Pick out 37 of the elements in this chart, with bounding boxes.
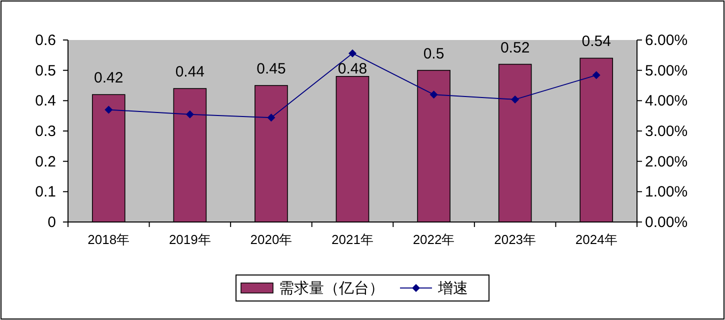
x-tick-label: 2024年: [575, 232, 618, 247]
y-tick-label: 0.1: [35, 184, 56, 201]
x-tick-label: 2021年: [332, 232, 374, 247]
point: [430, 90, 438, 99]
y2-tick-label: 4.00%: [645, 92, 688, 110]
y2-tick-label: 3.00%: [645, 123, 688, 140]
data-label: 0.5: [423, 45, 444, 62]
y-tick-label: 0.6: [35, 32, 56, 49]
data-label: 0.42: [94, 70, 124, 87]
y2-tick-label: 5.00%: [645, 62, 688, 80]
data-label: 0.54: [582, 33, 611, 50]
legend-label: 需求量（亿台）: [279, 280, 384, 297]
y2-tick-label: 1.00%: [645, 184, 688, 201]
data-label: 0.48: [338, 60, 368, 78]
y2-tick-label: 6.00%: [645, 32, 688, 49]
y-tick-label: 0.4: [35, 92, 56, 110]
y2-tick-label: 0.00%: [645, 214, 688, 231]
data-label: 0.52: [500, 39, 530, 56]
x-tick-label: 2023年: [494, 232, 536, 247]
legend-label: 增速: [437, 280, 468, 297]
y-tick-label: 0.3: [35, 123, 56, 140]
x-tick-label: 2020年: [250, 232, 292, 247]
point: [592, 71, 600, 80]
point: [348, 49, 356, 58]
point: [186, 110, 194, 118]
data-label: 0.44: [175, 64, 205, 81]
x-tick-label: 2022年: [412, 232, 455, 247]
x-tick-label: 2018年: [88, 232, 130, 247]
point: [511, 95, 520, 104]
y-tick-label: 0.5: [35, 62, 56, 80]
y2-tick-label: 2.00%: [645, 153, 688, 170]
data-label: 0.45: [256, 60, 286, 78]
y-tick-label: 0.2: [35, 153, 56, 170]
point: [267, 114, 276, 122]
point: [104, 106, 113, 114]
x-tick-label: 2019年: [168, 232, 211, 247]
y-tick-label: 0: [48, 214, 56, 231]
